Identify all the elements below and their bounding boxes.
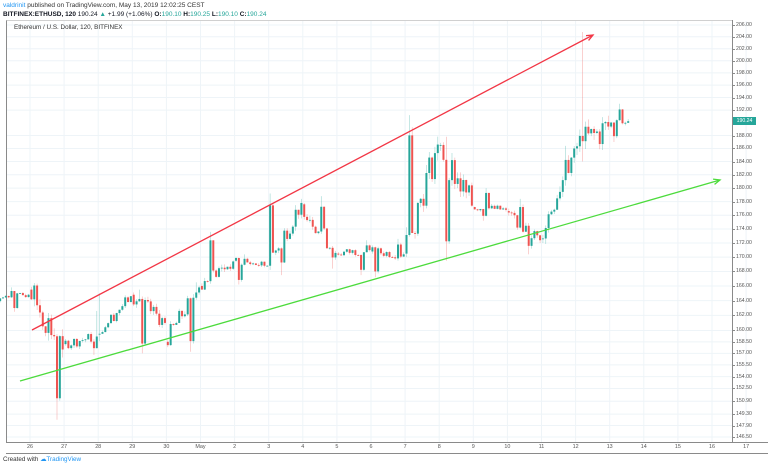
price-tick-label: 150.90 xyxy=(736,398,752,405)
time-axis[interactable] xyxy=(6,442,768,454)
time-tick-label: 5 xyxy=(335,444,339,450)
time-tick-label: 27 xyxy=(61,444,68,450)
price-tick-label: 160.00 xyxy=(736,327,752,334)
price-tick-label: 206.00 xyxy=(736,22,752,28)
price-tick-label: 174.00 xyxy=(736,226,752,233)
time-tick-label: 29 xyxy=(129,444,136,450)
time-tick-label: 3 xyxy=(267,444,271,450)
time-tick-label: 13 xyxy=(606,444,613,450)
price-tick-label: 186.00 xyxy=(736,145,752,152)
price-tick-label: 154.00 xyxy=(736,373,752,380)
price-tick-label: 147.90 xyxy=(736,422,752,429)
price-tick-label: 166.00 xyxy=(736,282,752,289)
symbol-label: BITFINEX:ETHUSD, 120 xyxy=(3,11,76,18)
price-tick-label: 158.50 xyxy=(736,338,752,345)
price-tick-label: 146.50 xyxy=(736,434,752,440)
price-tick-label: 184.00 xyxy=(736,158,752,165)
chart-legend: Ethereum / U.S. Dollar, 120, BITFINEX xyxy=(14,24,123,31)
open-label: O: xyxy=(154,11,162,18)
chart-plot-area[interactable] xyxy=(6,20,732,442)
price-axis[interactable] xyxy=(732,20,768,442)
publish-info: valdrinit published on TradingView.com, … xyxy=(3,2,205,9)
price-tick-label: 198.00 xyxy=(736,69,752,76)
time-tick-label: 26 xyxy=(27,444,33,450)
price-tick-label: 180.00 xyxy=(736,185,752,192)
price-tick-label: 182.00 xyxy=(736,171,752,178)
high-value: 190.25 xyxy=(190,11,211,18)
price-tick-label: 176.00 xyxy=(736,212,752,219)
price-change: +1.99 (+1.06%) xyxy=(107,11,153,18)
last-price: 190.24 xyxy=(77,11,98,18)
high-label: H: xyxy=(183,11,191,18)
time-tick-label: 14 xyxy=(640,444,647,450)
open-value: 190.10 xyxy=(161,11,182,18)
price-tick-label: 204.00 xyxy=(736,33,752,40)
close-label: C: xyxy=(239,11,247,18)
time-tick-label: 30 xyxy=(163,444,170,450)
time-tick-label: 8 xyxy=(437,444,441,450)
time-tick-label: 6 xyxy=(369,444,373,450)
time-tick-label: 7 xyxy=(403,444,407,450)
price-tick-label: 170.00 xyxy=(736,254,752,261)
price-tick-label: 172.00 xyxy=(736,240,752,247)
time-tick-label: 17 xyxy=(743,444,750,450)
time-tick-label: 2 xyxy=(233,444,237,450)
created-with-text: Created with xyxy=(3,456,39,463)
price-tick-label: 194.00 xyxy=(736,94,752,101)
tradingview-brand[interactable]: TradingView xyxy=(46,456,82,463)
time-tick-label: 28 xyxy=(95,444,102,450)
time-tick-label: 16 xyxy=(709,444,715,450)
price-tick-label: 202.00 xyxy=(736,45,752,52)
price-tick-label: 188.00 xyxy=(736,132,752,139)
footer: Created with ☁TradingView xyxy=(3,456,81,463)
price-tick-label: 196.00 xyxy=(736,82,752,89)
low-value: 190.10 xyxy=(218,11,238,18)
price-tick-label: 164.00 xyxy=(736,297,752,304)
time-tick-label: 4 xyxy=(301,444,305,450)
up-arrow-icon: ▲ xyxy=(99,11,106,18)
tradingview-logo-icon[interactable]: ☁ xyxy=(40,456,47,463)
time-tick-label: 9 xyxy=(471,444,475,450)
published-text: published on TradingView.com, May 13, 20… xyxy=(27,2,205,9)
time-tick-label: 12 xyxy=(572,444,579,450)
price-tick-label: 152.50 xyxy=(736,385,752,392)
price-tick-label: 168.00 xyxy=(736,268,752,275)
last-price-badge: 190.24 xyxy=(733,117,756,126)
price-tick-label: 157.00 xyxy=(736,350,752,357)
price-tick-label: 155.50 xyxy=(736,361,752,368)
close-value: 190.24 xyxy=(246,11,267,18)
price-tick-label: 178.00 xyxy=(736,198,752,205)
time-tick-label: 15 xyxy=(674,444,681,450)
price-tick-label: 192.00 xyxy=(736,107,752,114)
time-tick-label: 10 xyxy=(504,444,511,450)
time-tick-label: May xyxy=(195,444,206,450)
low-label: L: xyxy=(211,11,218,18)
price-tick-label: 200.00 xyxy=(736,57,752,64)
price-tick-label: 149.30 xyxy=(736,411,752,418)
symbol-info: BITFINEX:ETHUSD, 120 190.24 ▲ +1.99 (+1.… xyxy=(3,11,266,18)
author-link[interactable]: valdrinit xyxy=(3,2,26,9)
time-tick-label: 11 xyxy=(538,444,545,450)
price-tick-label: 162.00 xyxy=(736,312,752,319)
